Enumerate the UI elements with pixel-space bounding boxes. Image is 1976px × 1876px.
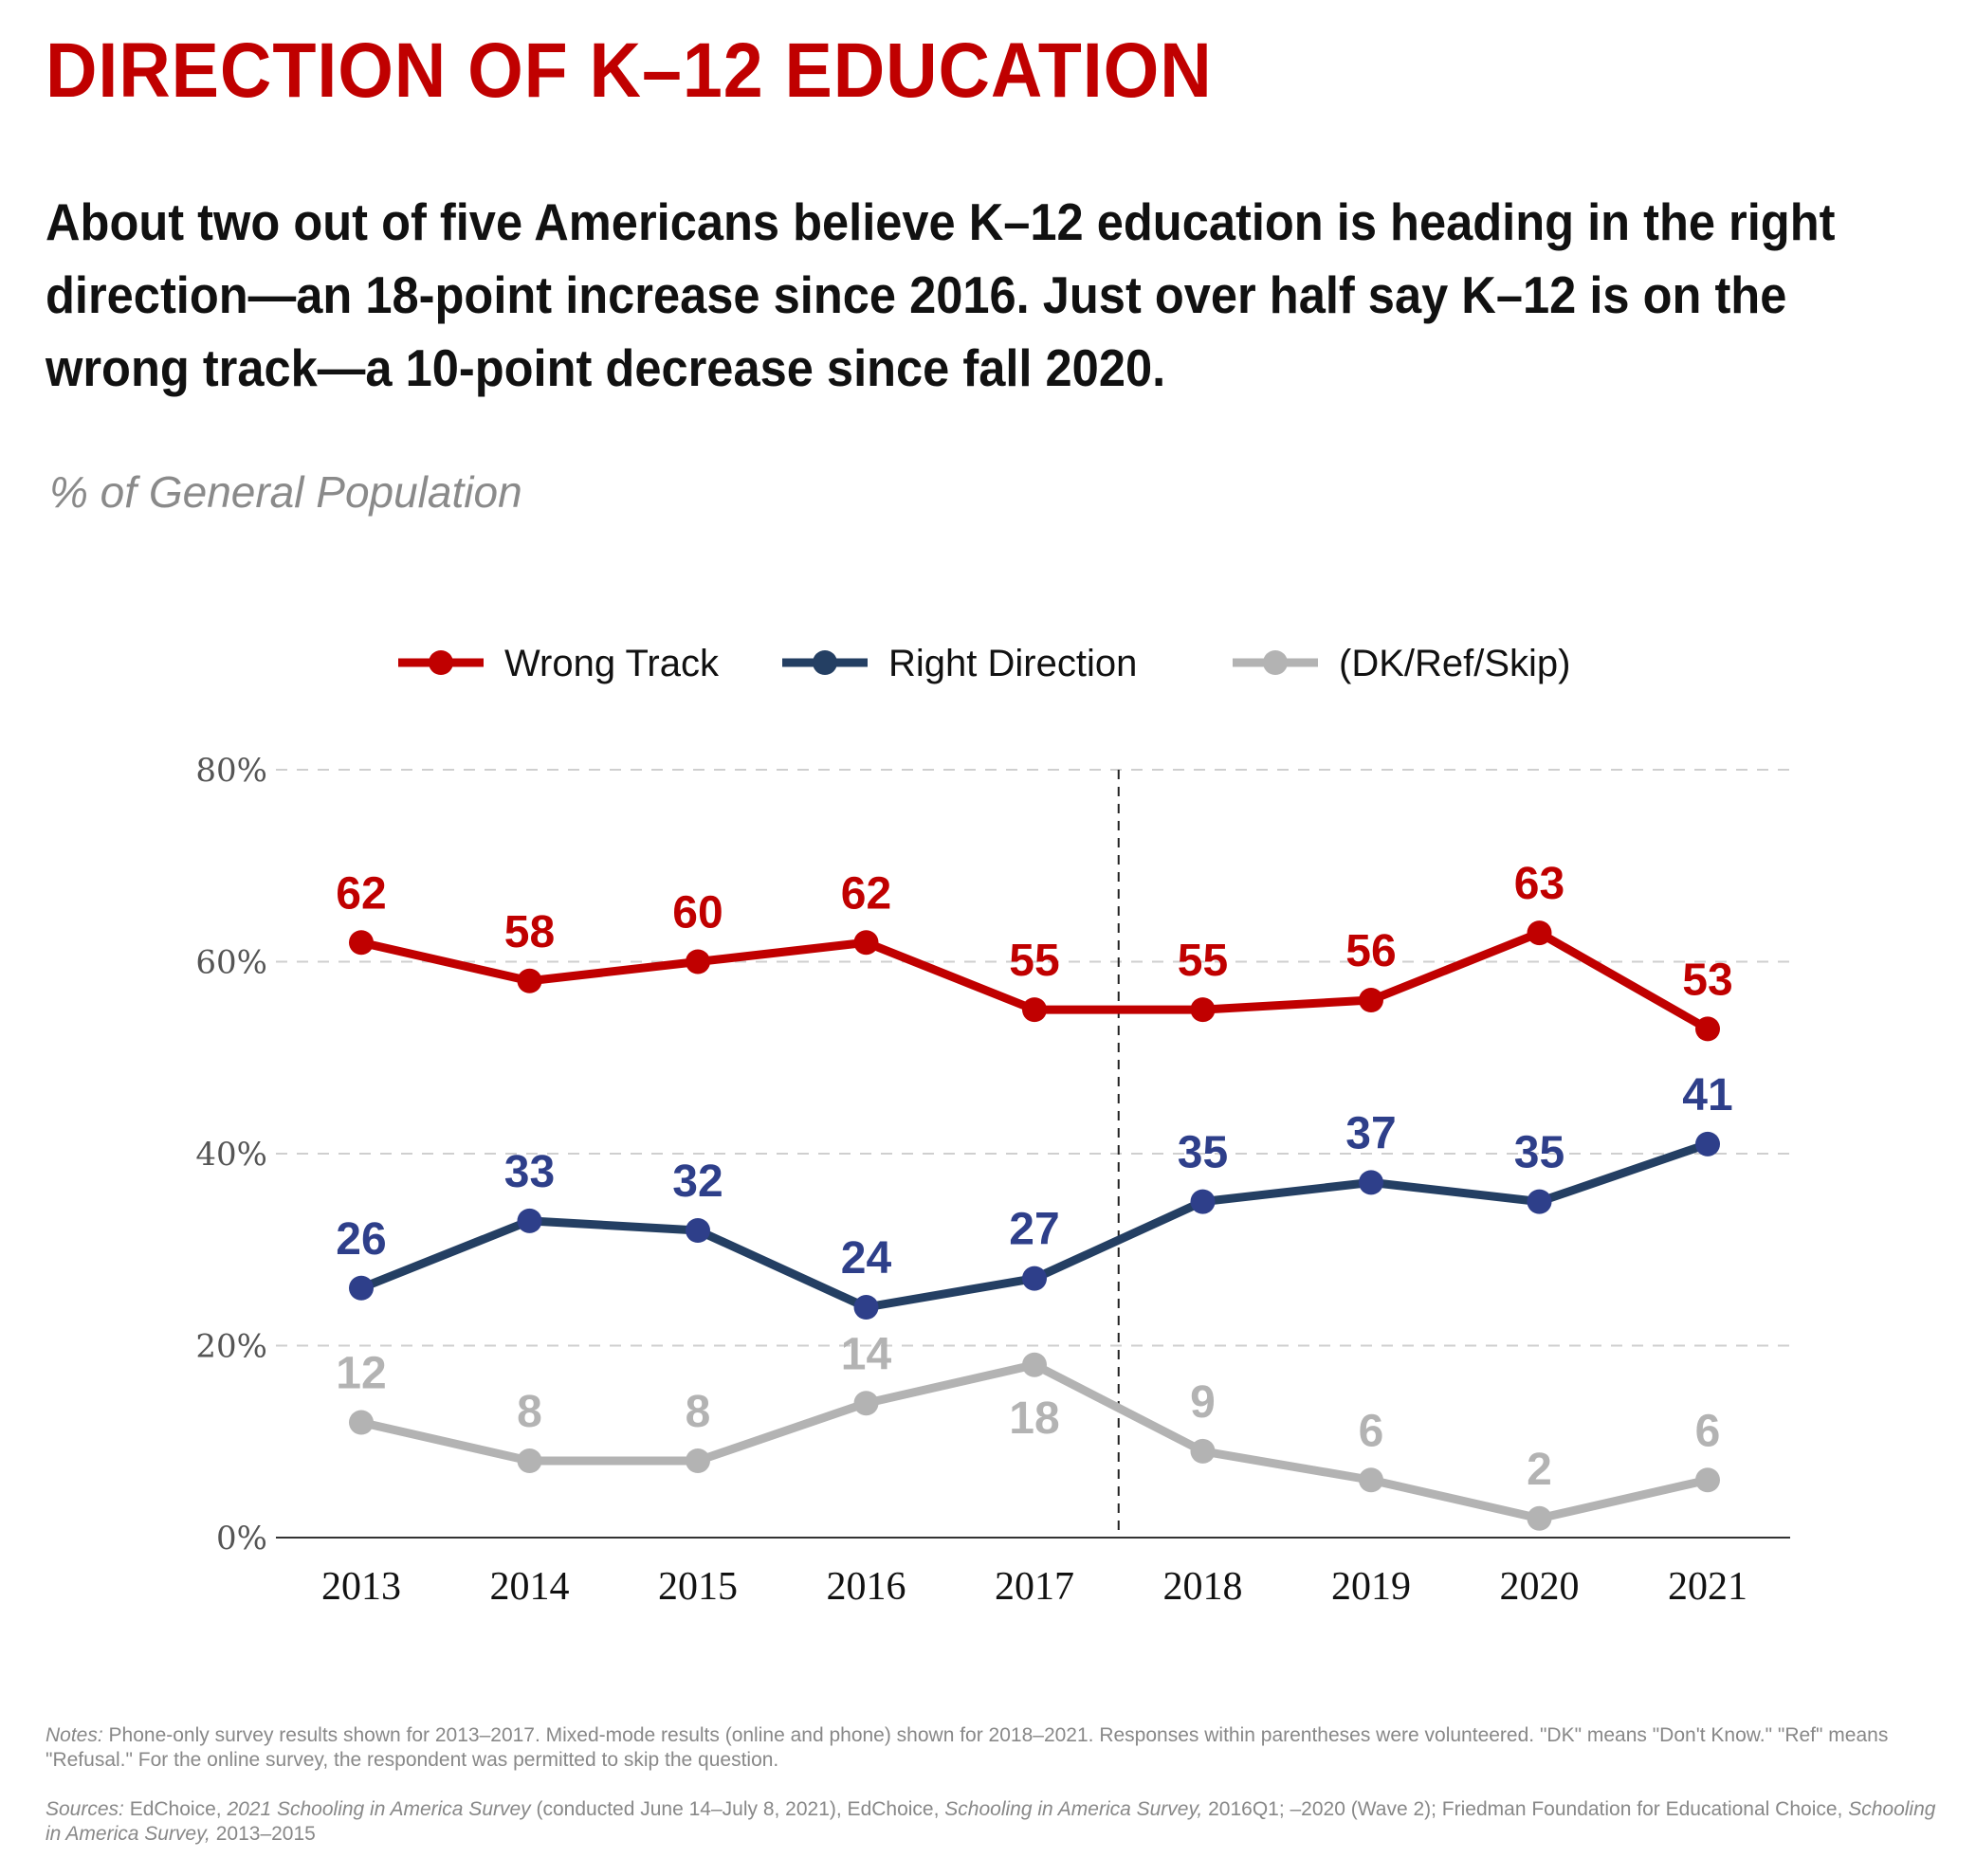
data-label: 24 — [841, 1233, 892, 1284]
chart-subtitle: About two out of five Americans believe … — [46, 192, 1836, 397]
sources-title: Schooling in America Survey, — [46, 1798, 1936, 1845]
data-point — [1190, 997, 1216, 1023]
data-point — [686, 1448, 710, 1473]
data-point — [1359, 1467, 1383, 1493]
data-point — [1190, 1189, 1216, 1214]
data-label: 14 — [841, 1329, 892, 1379]
y-tick-label: 60% — [195, 944, 267, 982]
data-point — [349, 1275, 374, 1301]
data-point — [1022, 1266, 1047, 1291]
notes: Notes: Phone-only survey results shown f… — [46, 1723, 1942, 1773]
x-tick-label: 2020 — [1500, 1565, 1580, 1609]
data-label: 27 — [1009, 1205, 1059, 1255]
sources-title: 2021 Schooling in America Survey — [227, 1798, 531, 1820]
notes-text: Phone-only survey results shown for 2013… — [46, 1724, 1889, 1771]
data-point — [1190, 1438, 1216, 1464]
x-tick-label: 2013 — [321, 1565, 401, 1609]
data-label: 6 — [1359, 1406, 1384, 1456]
y-tick-label: 80% — [195, 752, 267, 790]
data-label: 35 — [1514, 1128, 1564, 1178]
data-label: 8 — [517, 1387, 542, 1437]
unit-label: % of General Population — [49, 467, 522, 517]
data-point — [853, 1391, 879, 1416]
data-point — [1359, 988, 1383, 1012]
sources-label: Sources: — [46, 1798, 124, 1820]
legend-marker — [1263, 650, 1288, 675]
data-point — [1359, 1170, 1383, 1195]
x-tick-label: 2017 — [995, 1565, 1074, 1609]
data-label: 26 — [336, 1214, 386, 1265]
data-label: 8 — [686, 1387, 711, 1437]
data-point — [349, 930, 374, 956]
data-label: 41 — [1682, 1070, 1732, 1120]
data-label: 33 — [504, 1147, 555, 1197]
sources-text: (conducted June 14–July 8, 2021), EdChoi… — [530, 1798, 945, 1820]
data-point — [1695, 1016, 1720, 1042]
y-tick-label: 20% — [195, 1328, 267, 1366]
data-label: 63 — [1514, 859, 1564, 909]
legend-marker — [429, 650, 453, 675]
data-point — [1527, 1189, 1552, 1214]
x-tick-label: 2021 — [1668, 1565, 1747, 1609]
data-label: 12 — [336, 1349, 386, 1399]
data-label: 58 — [504, 907, 555, 957]
data-label: 18 — [1009, 1393, 1059, 1444]
data-point — [517, 968, 542, 993]
sources-text: 2016Q1; –2020 (Wave 2); Friedman Foundat… — [1202, 1798, 1849, 1820]
chart-title: DIRECTION OF K–12 EDUCATION — [46, 27, 1213, 114]
data-label: 37 — [1345, 1108, 1396, 1158]
x-tick-label: 2014 — [490, 1565, 570, 1609]
y-tick-label: 40% — [195, 1136, 267, 1174]
data-point — [686, 949, 710, 974]
data-point — [517, 1448, 542, 1473]
sources-text: 2013–2015 — [210, 1823, 316, 1845]
data-point — [1695, 1467, 1720, 1493]
data-point — [853, 1295, 879, 1320]
data-point — [853, 930, 879, 956]
sources-title: Schooling in America Survey, — [944, 1798, 1203, 1820]
data-label: 62 — [336, 868, 386, 919]
data-label: 35 — [1178, 1128, 1228, 1178]
data-point — [1022, 997, 1047, 1023]
notes-label: Notes: — [46, 1724, 103, 1746]
data-point — [349, 1410, 374, 1435]
data-label: 55 — [1178, 936, 1228, 986]
sources-text: EdChoice, — [123, 1798, 228, 1820]
x-tick-label: 2018 — [1163, 1565, 1243, 1609]
data-point — [1527, 920, 1552, 946]
data-point — [1527, 1505, 1552, 1531]
legend-label: (DK/Ref/Skip) — [1339, 643, 1571, 684]
sources: Sources: EdChoice, 2021 Schooling in Ame… — [46, 1797, 1942, 1847]
data-label: 60 — [672, 888, 723, 938]
data-label: 32 — [672, 1157, 723, 1207]
legend-label: Right Direction — [888, 643, 1137, 684]
data-label: 53 — [1682, 955, 1732, 1005]
x-tick-label: 2015 — [658, 1565, 738, 1609]
x-tick-label: 2019 — [1331, 1565, 1411, 1609]
data-point — [1695, 1131, 1720, 1157]
legend-label: Wrong Track — [504, 643, 720, 684]
data-label: 6 — [1695, 1406, 1721, 1456]
y-tick-label: 0% — [216, 1520, 267, 1557]
data-label: 62 — [841, 868, 891, 919]
data-label: 2 — [1527, 1445, 1552, 1495]
data-point — [686, 1218, 710, 1243]
data-label: 9 — [1190, 1377, 1216, 1428]
data-point — [1022, 1352, 1047, 1377]
data-point — [517, 1208, 542, 1233]
data-label: 56 — [1345, 926, 1396, 976]
data-label: 55 — [1009, 936, 1059, 986]
x-tick-label: 2016 — [827, 1565, 906, 1609]
legend-marker — [813, 650, 837, 675]
